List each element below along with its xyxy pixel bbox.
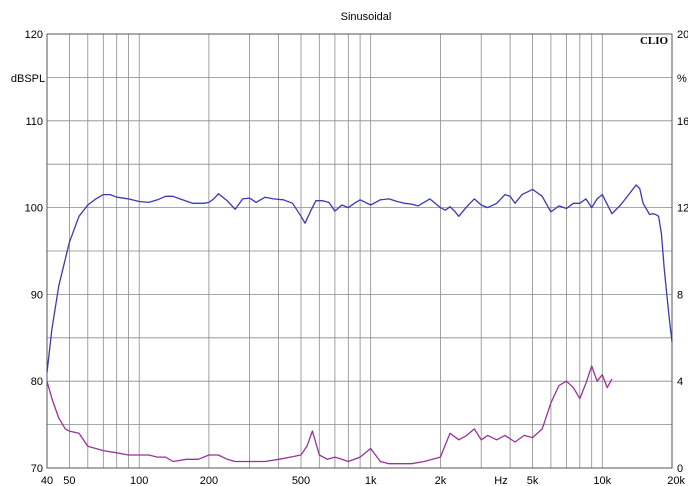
x-tick-label: 5k <box>527 475 539 486</box>
left-y-tick-label: 70 <box>31 463 43 475</box>
spl-series-line <box>46 184 673 373</box>
right-y-tick-label: 8 <box>677 289 683 301</box>
left-y-tick-label: 100 <box>25 203 43 215</box>
left-y-tick-label: 120 <box>25 29 43 41</box>
x-tick-label: 20k <box>667 475 685 486</box>
left-axis-unit: dBSPL <box>11 73 45 85</box>
right-y-tick-label: 16 <box>677 116 688 128</box>
plot-frame <box>46 33 673 469</box>
x-tick-label: 500 <box>292 475 310 486</box>
x-tick-label: 1k <box>365 475 377 486</box>
left-y-tick-label: 80 <box>31 376 43 388</box>
x-tick-label: 50 <box>63 475 75 486</box>
x-tick-label: 100 <box>130 475 148 486</box>
x-tick-label: 2k <box>435 475 447 486</box>
x-tick-label: 40 <box>41 475 53 486</box>
left-y-tick-label: 110 <box>25 116 43 128</box>
right-y-tick-label: 4 <box>677 376 683 388</box>
left-y-tick-label: 90 <box>31 289 43 301</box>
x-axis-unit: Hz <box>494 475 507 486</box>
right-y-tick-label: 20 <box>677 29 688 41</box>
chart-title: Sinusoidal <box>341 11 392 23</box>
right-y-tick-label: 0 <box>677 463 683 475</box>
series-lines <box>46 184 673 465</box>
grid-lines <box>46 33 673 469</box>
distortion-series-line <box>46 365 613 465</box>
right-axis-unit: % <box>677 73 687 85</box>
x-tick-label: 10k <box>593 475 611 486</box>
right-y-tick-label: 12 <box>677 203 688 215</box>
x-tick-label: 200 <box>200 475 218 486</box>
clio-brand-mark: CLIO <box>640 35 669 47</box>
